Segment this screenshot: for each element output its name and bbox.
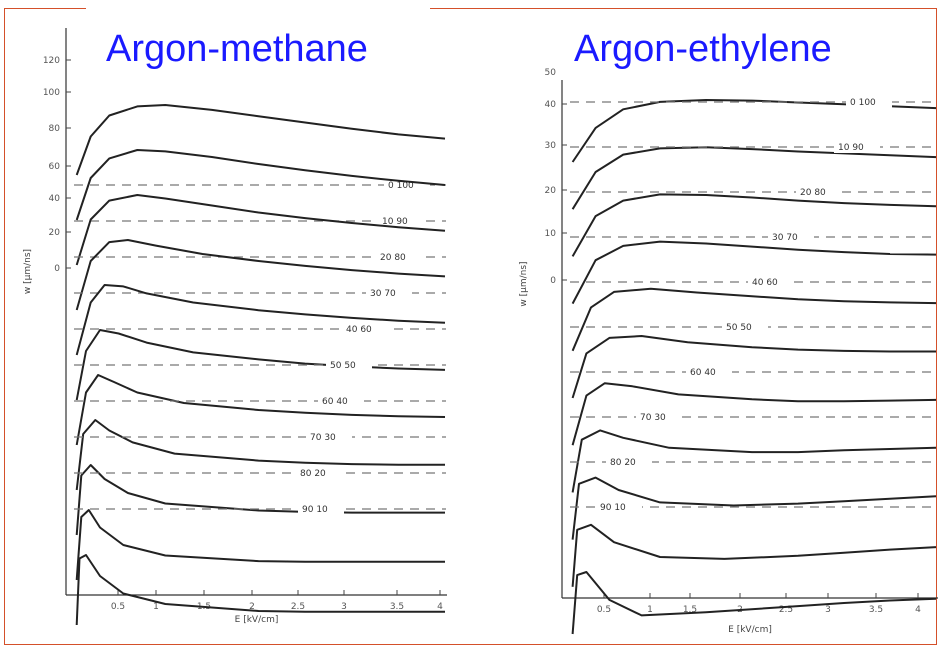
x-tick-label: 1: [647, 605, 653, 615]
y-tick-label: 30: [545, 141, 557, 151]
series-label: 50 50: [330, 361, 356, 371]
series-label-bg: [846, 96, 892, 108]
x-tick-label: 0.5: [111, 602, 125, 612]
series-line: [571, 240, 937, 305]
x-tick-label: 3: [825, 605, 831, 615]
y-tick-label: 100: [43, 88, 60, 98]
series-label: 40 60: [346, 325, 372, 335]
series-label-bg: [768, 231, 814, 243]
series-line: [571, 335, 936, 399]
y-axis-label: w [μm/ns]: [23, 249, 33, 294]
y-tick-label: 10: [545, 229, 557, 239]
frame-top-left: [4, 8, 86, 9]
y-tick-label: 20: [545, 186, 557, 196]
series-line: [571, 571, 937, 635]
series-line: [75, 509, 445, 581]
x-tick-label: 3.5: [390, 602, 404, 612]
x-tick-label: 2: [249, 602, 255, 612]
title-argon-ethylene: Argon-ethylene: [560, 18, 846, 80]
series-label: 20 80: [380, 253, 406, 263]
title-argon-methane: Argon-methane: [92, 18, 382, 80]
x-tick-label: 3: [341, 602, 347, 612]
series-label-bg: [342, 323, 388, 335]
y-tick-label: 0: [54, 264, 60, 274]
series-line: [75, 104, 446, 176]
series-line: [75, 419, 445, 491]
series-label-bg: [834, 141, 880, 153]
series-label-bg: [722, 321, 768, 333]
slide-frame: [4, 8, 937, 645]
series-label: 10 90: [838, 143, 864, 153]
y-tick-label: 40: [49, 194, 61, 204]
series-label-bg: [596, 501, 642, 513]
x-tick-label: 0.5: [597, 605, 611, 615]
series-label: 90 10: [302, 505, 328, 515]
series-label: 60 40: [690, 368, 716, 378]
y-tick-label: 120: [43, 56, 60, 66]
y-axis-label: w [μm/ns]: [519, 261, 529, 306]
series-line: [75, 239, 446, 311]
series-label: 80 20: [610, 458, 636, 468]
series-label-bg: [318, 395, 364, 407]
y-tick-label: 20: [49, 228, 61, 238]
series-label-bg: [306, 431, 352, 443]
series-label: 50 50: [726, 323, 752, 333]
series-label-bg: [748, 276, 794, 288]
series-label-bg: [296, 467, 342, 479]
x-tick-label: 2.5: [291, 602, 305, 612]
series-line: [571, 99, 937, 163]
series-label-bg: [326, 359, 372, 371]
x-axis-label: E [kV/cm]: [235, 615, 279, 625]
series-label: 70 30: [640, 413, 666, 423]
x-tick-label: 4: [437, 602, 443, 612]
series-line: [75, 194, 446, 266]
x-axis-label: E [kV/cm]: [728, 625, 772, 635]
series-label: 70 30: [310, 433, 336, 443]
series-line: [75, 374, 446, 446]
series-line: [571, 476, 937, 540]
series-line: [571, 193, 937, 257]
series-label: 40 60: [752, 278, 778, 288]
x-tick-label: 2.5: [779, 605, 793, 615]
series-label-bg: [796, 186, 842, 198]
series-label: 0 100: [388, 181, 414, 191]
series-line: [75, 554, 445, 626]
y-tick-label: 80: [49, 124, 61, 134]
y-tick-label: 0: [550, 276, 556, 286]
series-label-bg: [366, 287, 412, 299]
y-tick-label: 40: [545, 100, 557, 110]
x-tick-label: 3.5: [869, 605, 883, 615]
series-line: [571, 523, 937, 587]
y-tick-label: 60: [49, 162, 61, 172]
x-tick-label: 4: [915, 605, 921, 615]
x-tick-label: 1: [153, 602, 159, 612]
series-line: [75, 149, 446, 221]
series-label-bg: [298, 503, 344, 515]
series-label: 20 80: [800, 188, 826, 198]
series-line: [571, 287, 937, 352]
series-line: [571, 146, 937, 210]
series-label-bg: [606, 456, 652, 468]
series-label: 10 90: [382, 217, 408, 227]
series-label-bg: [636, 411, 682, 423]
series-line: [571, 429, 937, 493]
series-line: [571, 382, 937, 446]
series-label-bg: [376, 251, 422, 263]
x-tick-label: 1.5: [683, 605, 697, 615]
series-label: 30 70: [772, 233, 798, 243]
frame-top-right: [430, 8, 937, 9]
series-label: 0 100: [850, 98, 876, 108]
series-label: 80 20: [300, 469, 326, 479]
series-label: 60 40: [322, 397, 348, 407]
series-label-bg: [686, 366, 732, 378]
y-tick-label: 50: [545, 68, 557, 78]
series-label: 90 10: [600, 503, 626, 513]
series-label-bg: [378, 215, 424, 227]
series-label: 30 70: [370, 289, 396, 299]
series-line: [75, 464, 445, 536]
series-line: [75, 284, 446, 356]
